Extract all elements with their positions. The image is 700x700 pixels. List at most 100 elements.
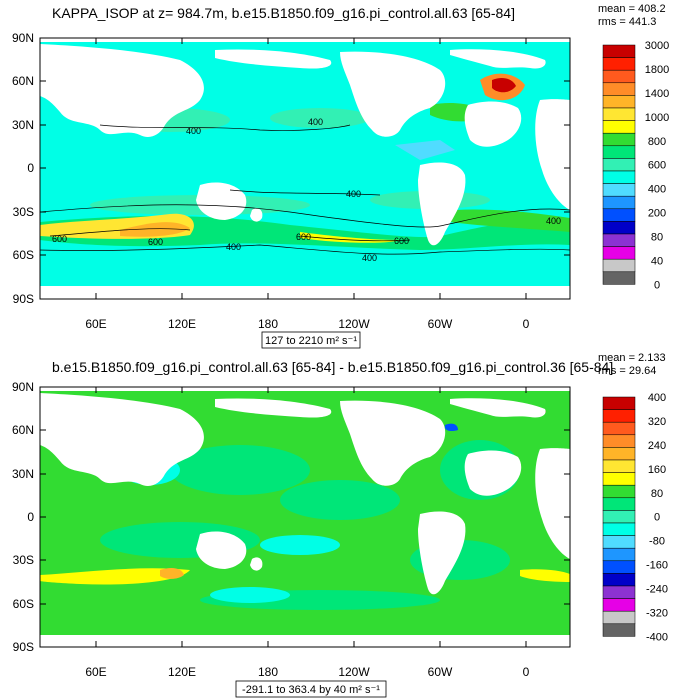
panel-1-land [40,38,570,299]
panel-2: b.e15.B1850.f09_g16.pi_control.all.63 [6… [12,352,668,698]
panel-2-lat-90s: 90S [13,640,34,654]
panel-2-yellow-bands [40,568,570,585]
colorbar-swatch [602,396,636,410]
colorbar-swatch [602,57,636,71]
colorbar-swatch [602,221,636,235]
colorbar-swatch [602,573,636,587]
panel-1-range-text: 127 to 2210 m² s⁻¹ [265,335,357,347]
panel-1-acc-high-3 [300,232,400,243]
panel-1-blue-patch [395,140,455,160]
panel-1-lat-30s: 30S [13,205,34,219]
colorbar-label: 0 [654,512,660,524]
colorbar-label: 3000 [645,40,669,52]
panel-2-lat-60s: 60S [13,597,34,611]
colorbar-swatch [602,497,636,511]
colorbar-swatch [602,472,636,486]
panel-1-lon-60e: 60E [85,317,106,331]
panel-2-orange-spot [160,567,184,579]
colorbar-swatch [602,183,636,197]
panel-1-map [40,38,570,299]
panel-1-acc-high-4 [450,209,570,232]
colorbar-swatch [602,610,636,625]
panel-2-land [40,387,570,647]
panel-1-contour-label-8: 600 [296,232,311,242]
panel-1-natl-core [492,78,516,93]
colorbar-label: 160 [648,464,666,476]
colorbar-swatch [602,95,636,109]
colorbar-swatch [602,258,636,273]
panel-2-lon-60e: 60E [85,665,106,679]
colorbar-swatch [602,598,636,612]
colorbar-swatch [602,195,636,210]
panel-1-contour-label-7: 600 [148,237,163,247]
panel-2-lon-0: 0 [523,665,530,679]
panel-2-lon-120w: 120W [338,665,370,679]
colorbar-swatch [602,510,636,524]
panel-1-lat-ticks [40,37,570,300]
colorbar-label: 240 [648,440,666,452]
colorbar-swatch [602,459,636,473]
colorbar-swatch [602,132,636,147]
panel-2-lat-90n: 90N [12,380,34,394]
colorbar-label: 0 [654,279,660,291]
panel-1-contour-label-9: 600 [394,236,409,246]
panel-1-contours [40,124,570,255]
panel-2-rms: rms = 29.64 [598,365,656,377]
panel-2-range-box [235,680,387,698]
panel-1-lat-90n: 90N [12,31,34,45]
colorbar-swatch [602,145,636,159]
colorbar-swatch [602,69,636,84]
panel-2-lat-30n: 30N [12,467,34,481]
colorbar-swatch [602,170,636,184]
colorbar-swatch [602,421,636,436]
panel-1-lon-0: 0 [523,317,530,331]
colorbar-label: 400 [648,184,666,196]
colorbar-swatch [602,233,636,247]
colorbar-label: -320 [646,607,668,619]
colorbar-swatch [602,120,636,134]
panel-1-contour-label-1: 400 [186,126,201,136]
colorbar-swatch [602,585,636,599]
panel-2-map [40,387,570,647]
colorbar-swatch [602,484,636,499]
panel-2-lat-60n: 60N [12,423,34,437]
panel-1: KAPPA_ISOP at z= 984.7m, b.e15.B1850.f09… [12,3,669,349]
panel-1-lon-120w: 120W [338,317,370,331]
colorbar-label: -400 [646,631,668,643]
panel-1-lat-90s: 90S [13,292,34,306]
colorbar-label: 200 [648,208,666,220]
colorbar-label: -240 [646,584,668,596]
panel-1-contour-label-3: 400 [346,189,361,199]
panel-2-lon-120e: 120E [168,665,196,679]
colorbar-label: 1000 [645,112,669,124]
colorbar-label: 320 [648,416,666,428]
colorbar-label: -160 [646,560,668,572]
panel-2-title: b.e15.B1850.f09_g16.pi_control.all.63 [6… [52,359,613,375]
panel-1-acc-high-2 [120,222,190,237]
panel-2-ticks [40,386,570,648]
colorbar-swatch [602,560,636,574]
colorbar-swatch [602,82,636,96]
colorbar-swatch [602,547,636,562]
panel-1-mean: mean = 408.2 [598,3,666,15]
panel-2-natl-blue [445,423,458,432]
colorbar-label: 80 [651,488,663,500]
panel-1-lat-30n: 30N [12,118,34,132]
panel-1-contour-label-4: 400 [362,253,377,263]
panel-1-title: KAPPA_ISOP at z= 984.7m, b.e15.B1850.f09… [52,5,515,21]
colorbar-label: 80 [651,232,663,244]
panel-1-contour-label-2: 400 [308,117,323,127]
panel-2-lon-180: 180 [258,665,278,679]
colorbar-swatch [602,107,636,121]
colorbar-swatch [602,447,636,461]
panel-1-lat-0: 0 [27,161,34,175]
colorbar-swatch [602,246,636,260]
colorbar-swatch [602,434,636,448]
colorbar-swatch [602,271,636,285]
colorbar-label: 600 [648,160,666,172]
panel-1-lon-120e: 120E [168,317,196,331]
colorbar-swatch [602,44,636,58]
panel-1-range-box [261,331,361,349]
panel-1-lon-60w: 60W [428,317,453,331]
